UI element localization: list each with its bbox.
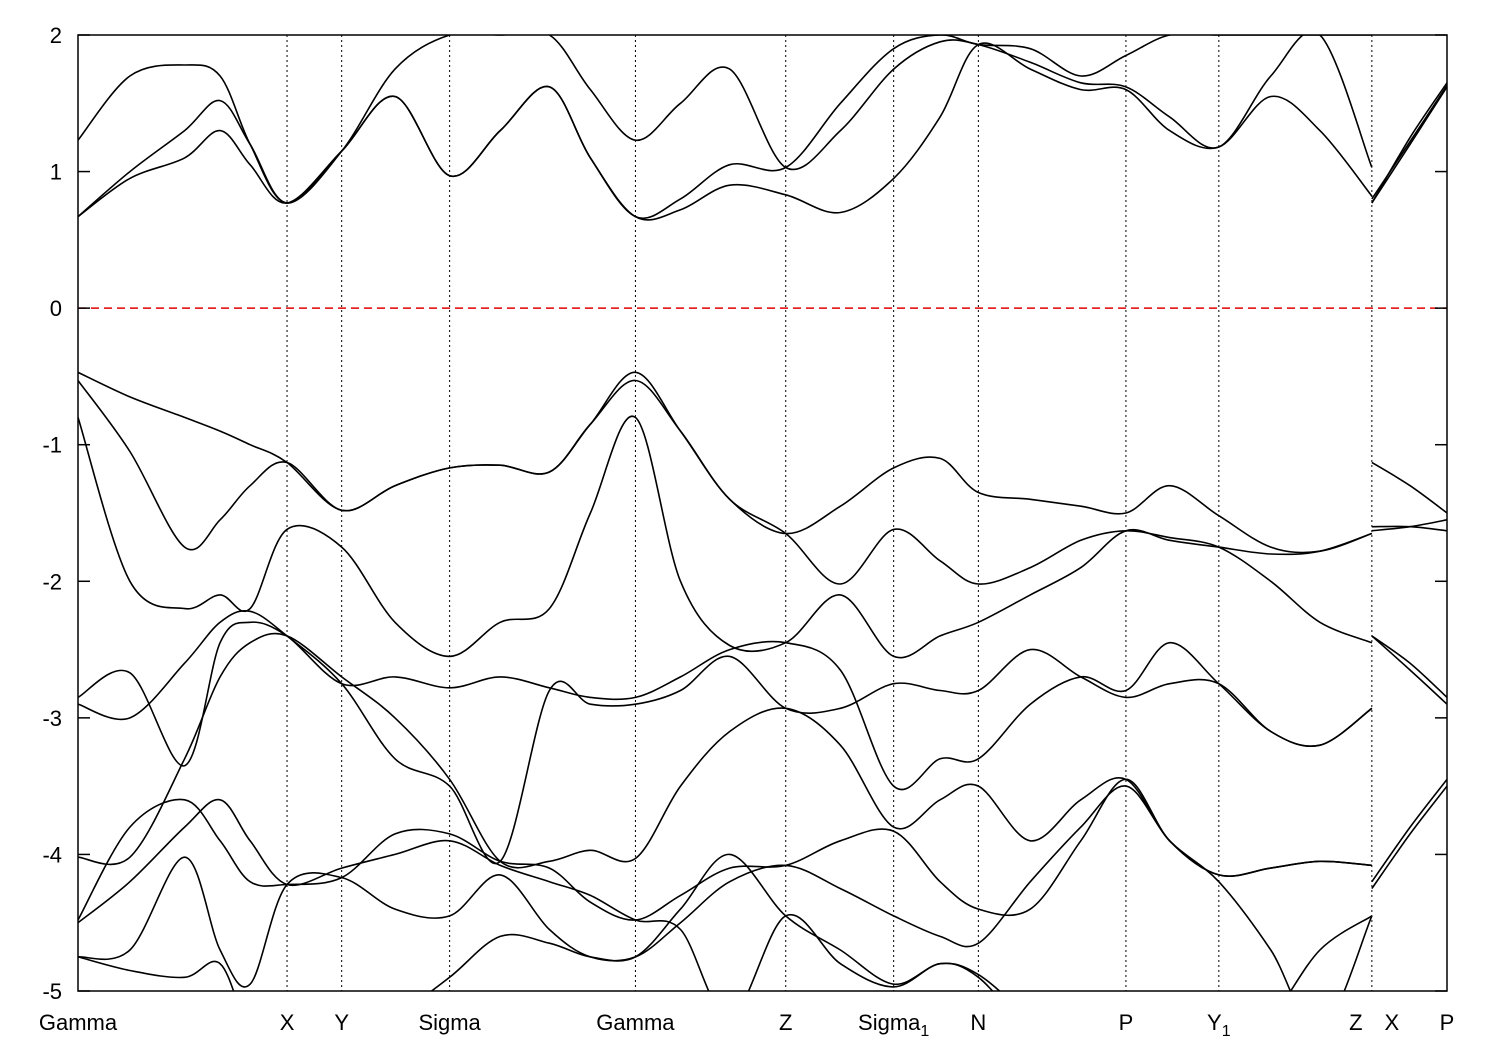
k-point-label: Y1 xyxy=(1207,1010,1231,1040)
x-axis: Gamma X Y Sigma Gamma Z Sigma1 N P Y1 Z X P xyxy=(39,1010,1454,1040)
k-point-name: Gamma xyxy=(39,1010,118,1035)
band-c3 xyxy=(78,35,1372,219)
k-point-label: X xyxy=(280,1010,295,1035)
y-tick-label: -5 xyxy=(42,979,62,1004)
k-point-name: P xyxy=(1440,1010,1455,1035)
k-point-name: Z xyxy=(1349,1010,1362,1035)
k-point-subscript: 1 xyxy=(1222,1023,1231,1040)
band-c1-tail xyxy=(1371,86,1447,204)
band-v8 xyxy=(78,785,1373,991)
k-point-label: X xyxy=(1385,1010,1400,1035)
k-point-label: P xyxy=(1119,1010,1134,1035)
y-tick-label: -1 xyxy=(42,433,62,458)
y-tick-label: 0 xyxy=(50,296,62,321)
band-v5 xyxy=(78,609,1373,865)
k-point-name: Y xyxy=(334,1010,349,1035)
k-point-label: Sigma1 xyxy=(858,1010,929,1040)
k-point-label: Sigma xyxy=(418,1010,481,1035)
k-point-name: P xyxy=(1119,1010,1134,1035)
y-tick-label: -3 xyxy=(42,706,62,731)
k-point-name: Sigma xyxy=(858,1010,921,1035)
plot-frame xyxy=(77,34,1448,992)
band-v7 xyxy=(78,778,1372,921)
y-axis: 2 1 0 -1 -2 -3 -4 -5 xyxy=(42,23,1447,1004)
band-v1-tail xyxy=(1371,461,1447,514)
k-point-label: N xyxy=(970,1010,986,1035)
k-point-name: Y xyxy=(1207,1010,1222,1035)
band-c2-tail xyxy=(1371,82,1447,204)
band-c3-tail xyxy=(1371,85,1447,200)
band-c2 xyxy=(78,35,1373,204)
k-point-label: Gamma xyxy=(596,1010,675,1035)
y-tick-label: 2 xyxy=(50,23,62,48)
k-point-label: Gamma xyxy=(39,1010,118,1035)
k-point-name: Sigma xyxy=(418,1010,481,1035)
k-point-name: Gamma xyxy=(596,1010,675,1035)
k-point-label: Z xyxy=(1349,1010,1362,1035)
band-v10 xyxy=(78,798,994,991)
k-point-label: P xyxy=(1440,1010,1455,1035)
k-point-label: Z xyxy=(779,1010,792,1035)
band-v7-tail xyxy=(1371,785,1447,890)
band-v9 xyxy=(78,853,1373,991)
k-point-subscript: 1 xyxy=(920,1023,929,1040)
band-v5-tail xyxy=(1371,635,1447,705)
band-v2 xyxy=(78,379,1373,644)
y-tick-label: -4 xyxy=(42,842,62,867)
band-v4 xyxy=(78,621,1373,791)
y-tick-label: 1 xyxy=(50,160,62,185)
k-point-name: Z xyxy=(779,1010,792,1035)
bands xyxy=(78,35,1447,991)
band-v3 xyxy=(78,415,1373,659)
band-c1 xyxy=(78,42,1373,221)
y-tick-label: -2 xyxy=(42,569,62,594)
k-point-name: N xyxy=(970,1010,986,1035)
band-v6-tail xyxy=(1371,778,1447,883)
band-v3-tail xyxy=(1371,519,1447,532)
band-v4-tail xyxy=(1371,635,1447,698)
band-v1 xyxy=(78,371,1373,554)
k-point-label: Y xyxy=(334,1010,349,1035)
k-point-name: X xyxy=(280,1010,295,1035)
k-point-name: X xyxy=(1385,1010,1400,1035)
band-v6 xyxy=(78,632,1372,877)
